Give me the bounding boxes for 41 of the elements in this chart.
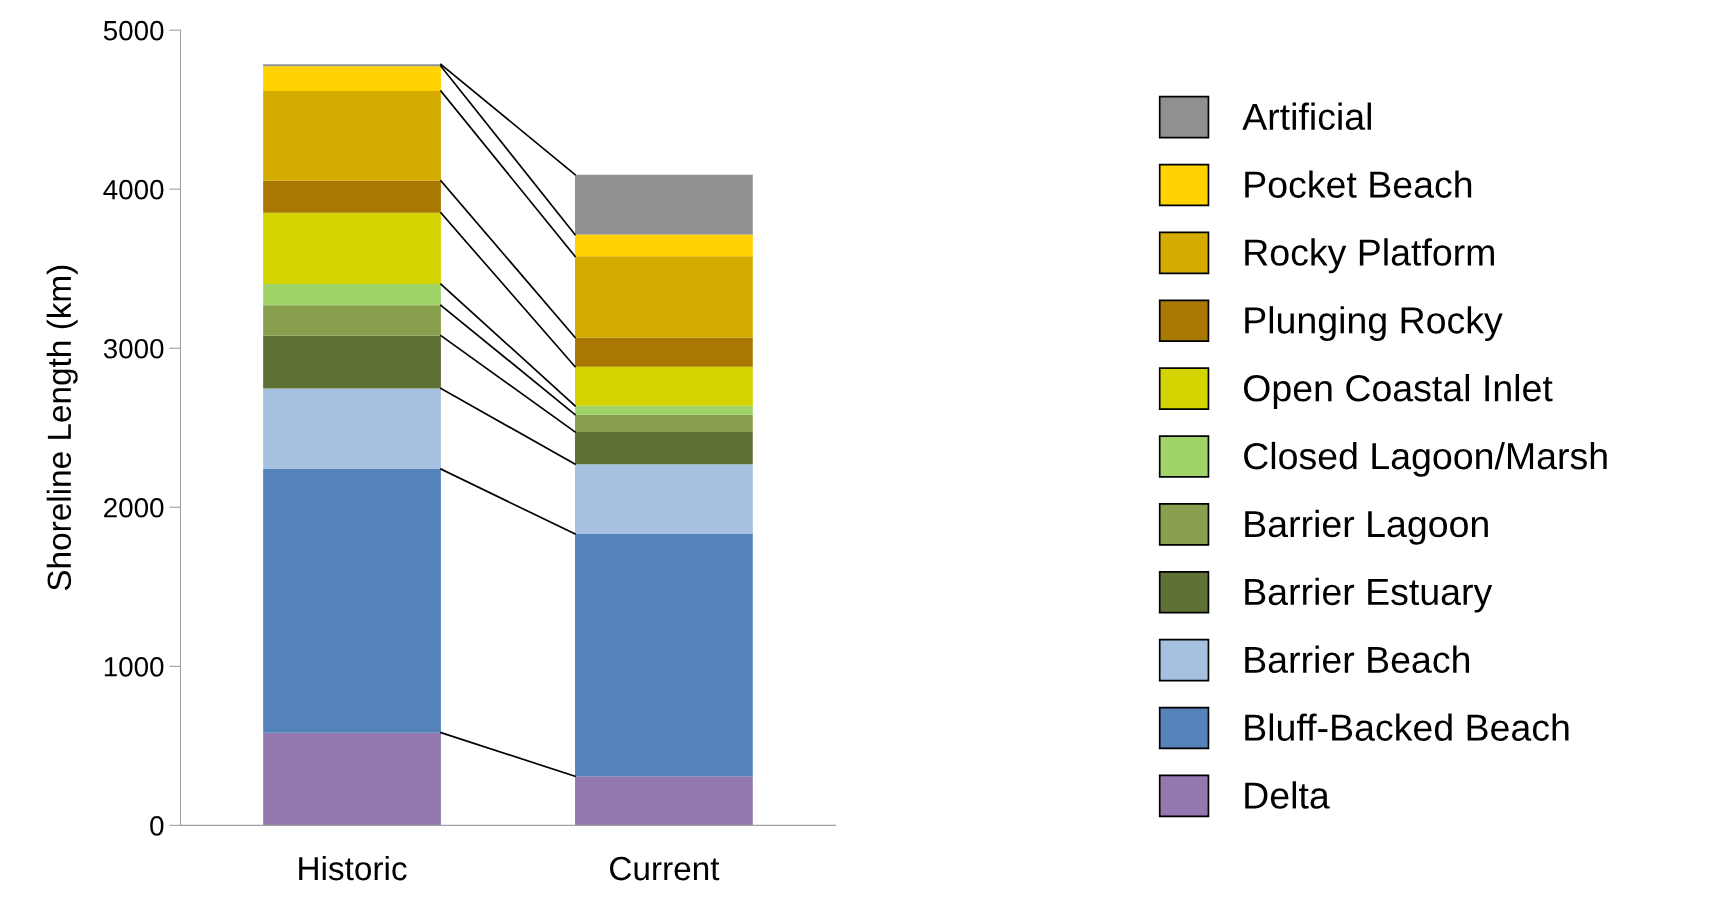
legend-label: Closed Lagoon/Marsh <box>1244 441 1607 477</box>
y-tick-label: 1000 <box>104 656 164 677</box>
bar <box>263 66 441 92</box>
bar <box>263 469 441 733</box>
legend-label: Barrier Estuary <box>1245 577 1493 613</box>
legend-label: Barrier Beach <box>1245 645 1470 674</box>
y-tick-label: 2000 <box>104 497 164 518</box>
y-tick-label: 0 <box>150 816 164 836</box>
bar <box>575 414 753 432</box>
x-tick-label: Historic <box>299 855 407 881</box>
legend-label: Artificial <box>1242 102 1371 131</box>
bar <box>575 337 753 367</box>
bar <box>575 405 753 415</box>
y-tick-label: 5000 <box>103 20 164 41</box>
y-axis-title: Shoreline Length (km) <box>46 265 78 591</box>
bar <box>575 256 753 338</box>
legend-label: Delta <box>1245 781 1330 809</box>
legend-label: Pocket Beach <box>1245 170 1472 198</box>
legend-label: Rocky Platform <box>1245 238 1494 274</box>
bar <box>263 305 441 336</box>
bar <box>575 431 753 465</box>
bar <box>263 284 441 306</box>
bar <box>263 335 441 389</box>
bar <box>575 234 753 257</box>
x-tick-label: Current <box>610 856 720 881</box>
legend-label: Open Coastal Inlet <box>1243 374 1553 409</box>
y-tick-label: 3000 <box>103 338 164 359</box>
bar <box>575 533 753 777</box>
bar <box>575 776 753 826</box>
bar <box>263 388 441 470</box>
bar <box>263 180 441 213</box>
y-tick-label: 4000 <box>103 179 164 200</box>
legend-label: Barrier Lagoon <box>1245 509 1488 545</box>
bar <box>263 91 441 181</box>
bar <box>263 212 441 285</box>
bar <box>575 366 753 406</box>
legend-label: Bluff-Backed Beach <box>1245 713 1569 741</box>
bar <box>575 464 753 534</box>
bar <box>263 732 441 826</box>
legend-label: Plunging Rocky <box>1245 306 1503 342</box>
bar <box>575 174 753 235</box>
